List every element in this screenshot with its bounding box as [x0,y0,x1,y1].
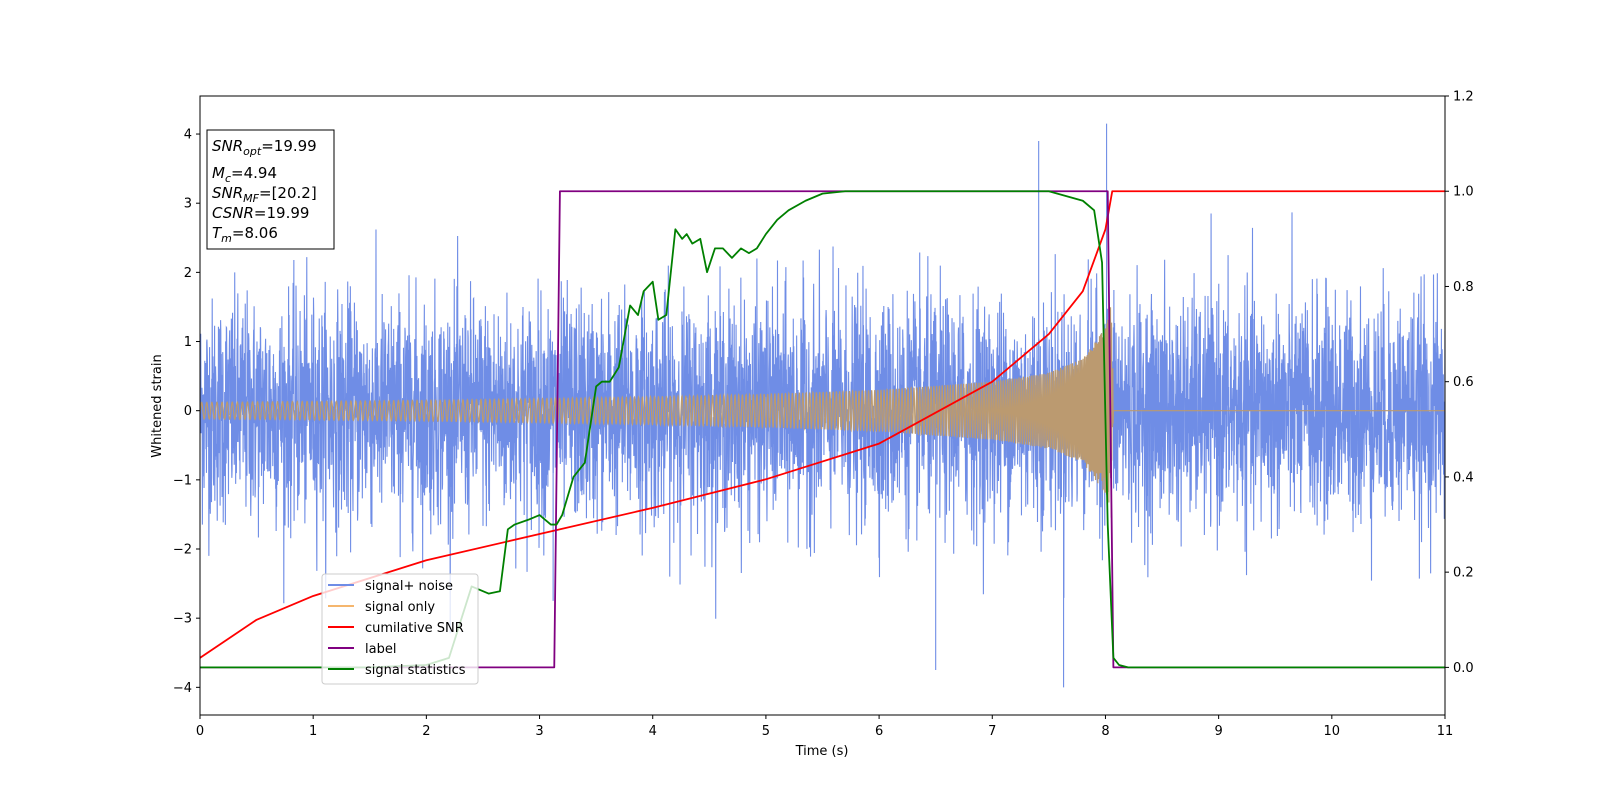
info-snr-mf: SNRMF=[20.2] [212,184,317,205]
y-left-tick-label: −4 [173,681,192,696]
y-left-tick-label: 2 [184,266,192,281]
y-left-tick-label: 1 [184,335,192,350]
legend-item-signal-statistics: signal statistics [328,663,466,678]
y-right-tick-label: 0.6 [1453,375,1474,390]
legend-label-cumulative-snr: cumilative SNR [365,621,464,636]
x-axis-label: Time (s) [795,744,849,759]
signal-only-line [200,307,1445,518]
x-tick-label: 1 [309,724,317,739]
y-right-tick-label: 0.2 [1453,566,1474,581]
right-y-axis: 0.0 0.2 0.4 0.6 0.8 1.0 1.2 [1445,90,1474,676]
x-tick-label: 4 [649,724,657,739]
y-left-tick-label: 3 [184,197,192,212]
legend-label-signal-statistics: signal statistics [365,663,466,678]
legend-label-label: label [365,642,396,657]
y-right-tick-label: 1.2 [1453,90,1474,105]
signal-noise-line [200,212,1445,634]
y-right-tick-label: 0.4 [1453,470,1474,485]
left-y-axis: −4 −3 −2 −1 0 1 2 3 4 [173,128,200,696]
x-tick-label: 5 [762,724,770,739]
legend-item-signal-noise: signal+ noise [328,579,453,594]
legend-item-cumulative-snr: cumilative SNR [328,621,464,636]
info-box-frame [206,129,335,250]
y-left-tick-label: −1 [173,473,192,488]
x-tick-label: 3 [535,724,543,739]
x-tick-label: 2 [422,724,430,739]
x-tick-label: 9 [1214,724,1222,739]
info-csnr: CSNR=19.99 [212,204,309,222]
y-right-tick-label: 0.0 [1453,661,1474,676]
legend-label-signal-noise: signal+ noise [365,579,453,594]
x-tick-label: 6 [875,724,883,739]
legend-item-label: label [328,642,396,657]
y-axis-label: Whitened strain [150,354,165,457]
x-axis: 0 1 2 3 4 5 6 7 8 9 10 11 [196,715,1453,739]
y-left-tick-label: −3 [173,612,192,627]
legend-frame [321,573,479,685]
y-right-tick-label: 0.8 [1453,280,1474,295]
plot-frame [199,95,1446,716]
signal-only-series [200,307,1445,518]
y-left-tick-label: −2 [173,543,192,558]
y-left-tick-label: 4 [184,128,192,143]
legend-label-signal-only: signal only [365,600,435,615]
info-snr-opt: SNRopt=19.99 [212,137,317,158]
legend: signal+ noise signal only cumilative SNR… [321,573,479,685]
info-mc: Mc=4.94 [212,164,277,185]
x-tick-label: 10 [1324,724,1341,739]
y-right-tick-label: 1.0 [1453,185,1474,200]
legend-item-signal-only: signal only [328,600,435,615]
x-tick-label: 8 [1101,724,1109,739]
info-tm: Tm=8.06 [212,224,278,245]
y-left-tick-label: 0 [184,404,192,419]
info-box: SNRopt=19.99 Mc=4.94 SNRMF=[20.2] CSNR=1… [206,129,335,250]
signal-statistics-line [200,190,1445,669]
x-tick-label: 0 [196,724,204,739]
x-tick-label: 11 [1437,724,1454,739]
x-tick-label: 7 [988,724,996,739]
